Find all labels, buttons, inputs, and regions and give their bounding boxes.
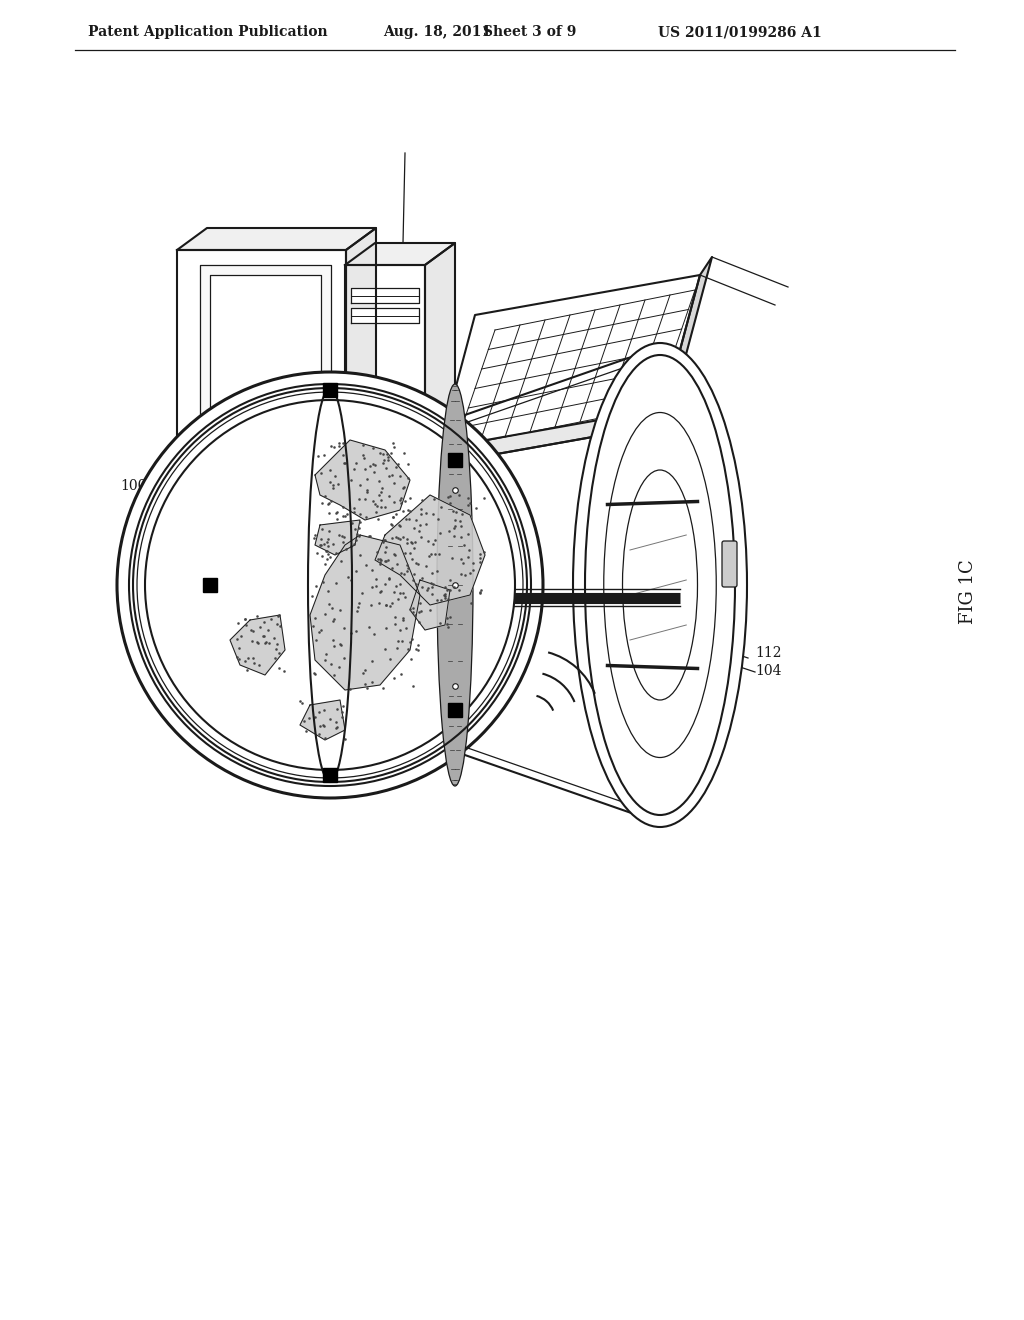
Polygon shape: [351, 288, 419, 304]
Bar: [449, 704, 462, 717]
Bar: [203, 578, 217, 591]
Text: Patent Application Publication: Patent Application Publication: [88, 25, 328, 40]
Text: 114: 114: [433, 681, 460, 696]
Text: 122: 122: [207, 630, 233, 644]
Ellipse shape: [585, 355, 735, 814]
Bar: [323, 383, 337, 397]
Text: Aug. 18, 2011: Aug. 18, 2011: [383, 25, 492, 40]
Text: 116: 116: [297, 465, 324, 478]
Polygon shape: [345, 265, 425, 465]
Text: FIG 1C: FIG 1C: [959, 560, 977, 624]
FancyBboxPatch shape: [722, 541, 737, 587]
Bar: [449, 453, 462, 467]
Text: 116: 116: [297, 465, 324, 478]
Polygon shape: [177, 249, 346, 450]
Polygon shape: [351, 308, 419, 323]
Ellipse shape: [145, 400, 515, 770]
Polygon shape: [605, 411, 678, 437]
Polygon shape: [660, 257, 712, 425]
Polygon shape: [410, 579, 450, 630]
Polygon shape: [375, 495, 485, 605]
Polygon shape: [345, 243, 455, 265]
Polygon shape: [351, 444, 365, 453]
Polygon shape: [315, 520, 360, 554]
Polygon shape: [177, 228, 376, 249]
Text: 100: 100: [120, 479, 146, 492]
Polygon shape: [300, 700, 345, 741]
Text: 118: 118: [380, 733, 407, 746]
Text: 120: 120: [165, 615, 191, 630]
Bar: [323, 768, 337, 781]
Polygon shape: [425, 243, 455, 465]
Text: 112: 112: [755, 645, 781, 660]
Polygon shape: [230, 615, 285, 675]
Polygon shape: [210, 275, 321, 425]
Polygon shape: [315, 440, 410, 520]
Text: 104: 104: [755, 664, 781, 678]
Ellipse shape: [573, 343, 746, 828]
Ellipse shape: [437, 384, 473, 785]
Polygon shape: [310, 535, 420, 690]
Polygon shape: [346, 228, 376, 450]
Text: Sheet 3 of 9: Sheet 3 of 9: [483, 25, 577, 40]
Text: US 2011/0199286 A1: US 2011/0199286 A1: [658, 25, 821, 40]
Bar: [330, 465, 660, 705]
Polygon shape: [435, 407, 672, 465]
Polygon shape: [200, 265, 331, 436]
Polygon shape: [435, 275, 700, 465]
Ellipse shape: [117, 372, 543, 799]
